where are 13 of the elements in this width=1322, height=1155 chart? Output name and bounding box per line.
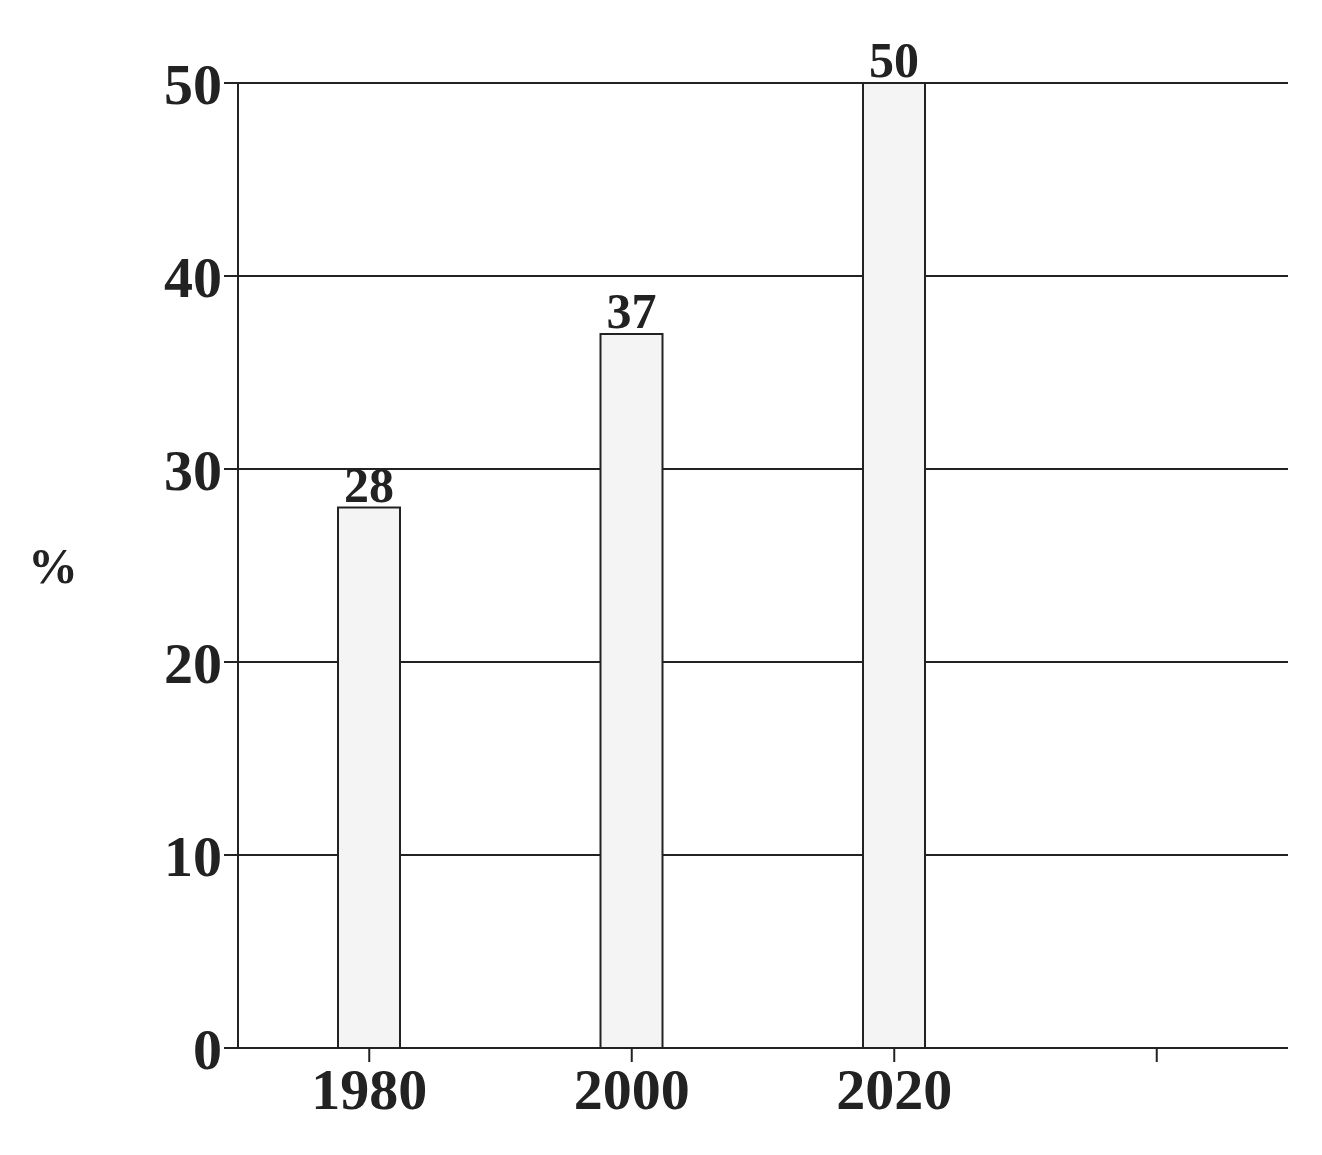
y-tick-label: 30 [164, 437, 222, 503]
x-tick-label: 2000 [573, 1057, 690, 1123]
y-tick-label: 50 [164, 51, 222, 117]
y-tick-label: 0 [193, 1016, 222, 1082]
data-label: 28 [344, 456, 394, 513]
y-tick-label: 40 [164, 244, 222, 310]
data-label: 37 [606, 282, 657, 339]
y-tick-label: 20 [164, 630, 222, 696]
x-tick-label: 2020 [836, 1057, 953, 1123]
y-axis-title: % [28, 538, 78, 595]
data-label: 50 [869, 32, 919, 88]
x-tick-label: 1980 [311, 1057, 428, 1123]
y-tick-label: 10 [164, 823, 222, 889]
